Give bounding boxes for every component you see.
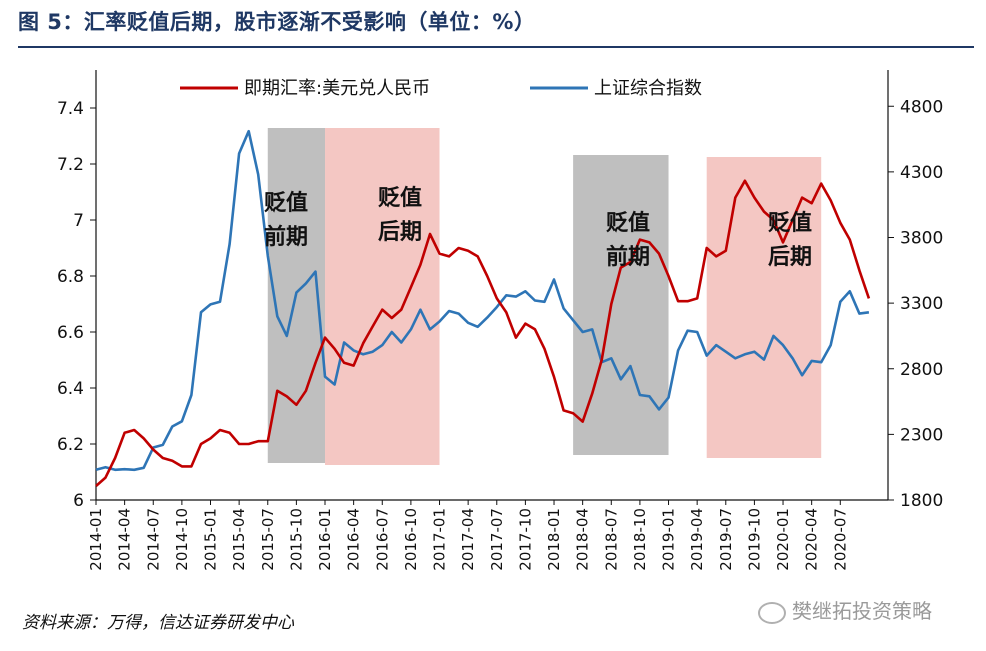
left-tick-label: 6.4: [57, 379, 84, 399]
left-tick-label: 6.2: [57, 435, 84, 455]
period-label-bottom: 前期: [264, 224, 308, 250]
period-label-top: 贬值: [378, 185, 422, 211]
x-tick-label: 2015-10: [287, 508, 305, 571]
legend-label: 上证综合指数: [594, 78, 702, 99]
axes: 6 6.2 6.4 6.6 6.8 7 7.2 7.4 1800 2300 2800 3300 3800…: [57, 70, 943, 571]
period-label-bottom: 后期: [768, 245, 812, 270]
series-lines: [95, 129, 871, 487]
x-tick-label: 2016-07: [373, 508, 391, 571]
x-tick-label: 2018-07: [602, 508, 620, 571]
series-line: [95, 179, 871, 487]
title-divider: [18, 46, 974, 48]
x-tick-label: 2015-01: [202, 508, 220, 571]
x-tick-label: 2015-04: [230, 508, 248, 571]
period-band: [706, 157, 822, 458]
x-tick-label: 2018-04: [574, 508, 592, 571]
x-tick-label: 2017-07: [488, 508, 506, 571]
left-tick-label: 7: [73, 211, 84, 231]
left-tick-label: 6.8: [57, 267, 84, 287]
x-tick-label: 2016-10: [402, 508, 420, 571]
period-band: [325, 128, 440, 465]
right-tick-label: 1800: [900, 491, 943, 511]
series-line: [95, 129, 870, 472]
right-tick-label: 4800: [900, 97, 943, 117]
legend-label: 即期汇率:美元兑人民币: [244, 78, 430, 99]
x-tick-label: 2016-01: [316, 508, 334, 571]
watermark: 樊继拓投资策略: [758, 595, 932, 624]
x-tick-label: 2017-01: [431, 508, 449, 571]
left-tick-label: 7.4: [57, 99, 84, 119]
x-tick-label: 2014-07: [144, 508, 162, 571]
x-tick-label: 2014-04: [116, 508, 134, 571]
x-tick-label: 2018-10: [631, 508, 649, 571]
right-tick-label: 3300: [900, 294, 943, 314]
x-tick-label: 2019-04: [688, 508, 706, 571]
x-tick-label: 2017-04: [459, 508, 477, 571]
x-tick-label: 2020-04: [803, 508, 821, 571]
legend: 即期汇率:美元兑人民币 上证综合指数: [180, 78, 702, 99]
watermark-text: 樊继拓投资策略: [792, 599, 932, 623]
x-tick-label: 2015-07: [259, 508, 277, 571]
right-tick-label: 2800: [900, 360, 943, 380]
x-tick-label: 2014-01: [87, 508, 105, 571]
wechat-icon: [758, 601, 786, 624]
left-tick-label: 7.2: [57, 155, 84, 175]
x-tick-label: 2014-10: [173, 508, 191, 571]
period-label-top: 贬值: [264, 190, 308, 216]
source-note: 资料来源：万得，信达证券研发中心: [22, 613, 294, 633]
x-tick-label: 2019-01: [660, 508, 678, 571]
period-label-bottom: 后期: [378, 220, 422, 245]
x-tick-label: 2019-10: [745, 508, 763, 571]
x-tick-label: 2017-10: [516, 508, 534, 571]
period-bands: [267, 128, 822, 465]
x-tick-label: 2016-04: [345, 508, 363, 571]
exchange-rate-vs-index-chart: 6 6.2 6.4 6.6 6.8 7 7.2 7.4 1800 2300 2800 3300 3800…: [57, 70, 943, 571]
right-tick-label: 4300: [900, 163, 943, 183]
left-tick-label: 6.6: [57, 323, 84, 343]
x-tick-label: 2019-07: [717, 508, 735, 571]
right-tick-label: 2300: [900, 425, 943, 445]
x-tick-label: 2020-07: [831, 508, 849, 571]
right-tick-label: 3800: [900, 229, 943, 249]
period-label-top: 贬值: [768, 210, 812, 236]
left-tick-label: 6: [73, 491, 84, 511]
x-tick-label: 2018-01: [545, 508, 563, 571]
period-label-bottom: 前期: [606, 244, 650, 270]
page-title: 图 5：汇率贬值后期，股市逐渐不受影响（单位：%）: [18, 10, 536, 34]
x-tick-label: 2020-01: [774, 508, 792, 571]
period-label-top: 贬值: [606, 210, 650, 236]
